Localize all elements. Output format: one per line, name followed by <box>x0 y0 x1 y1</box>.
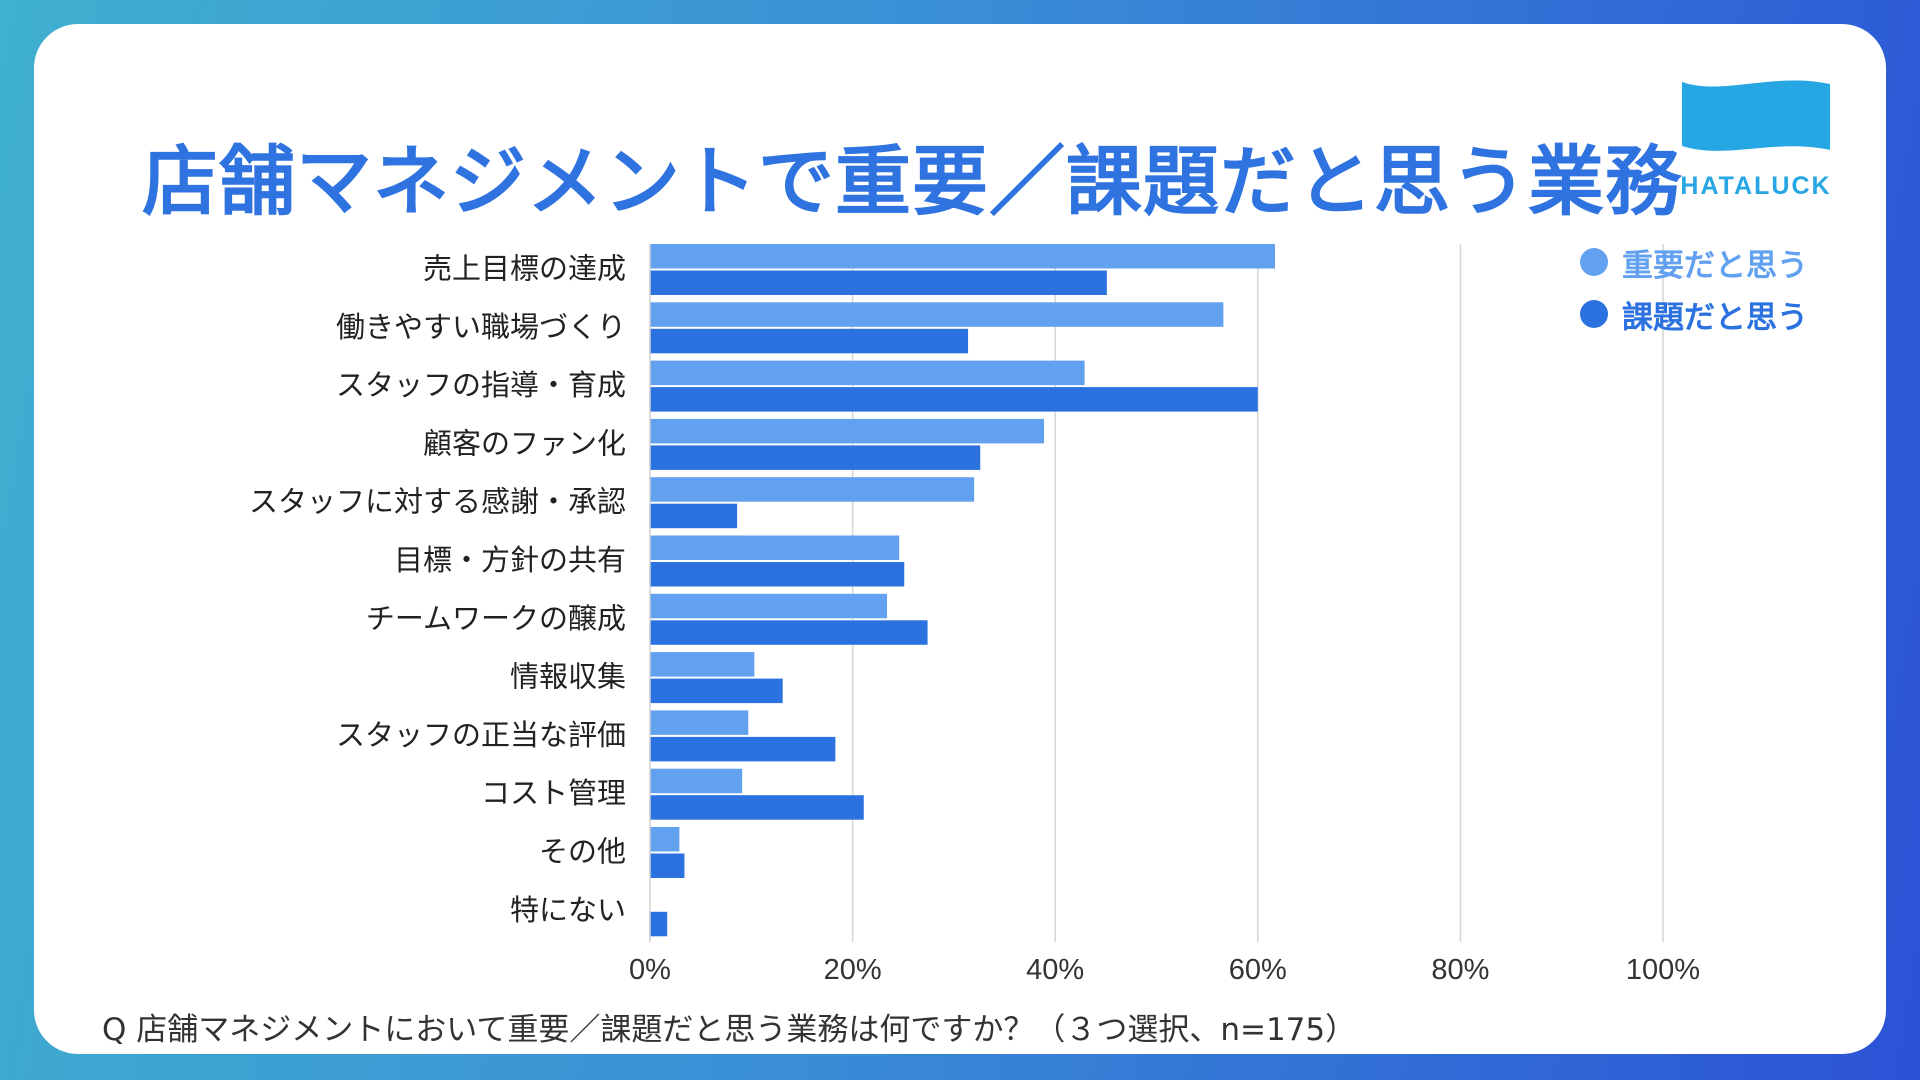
hataluck-logo: HATALUCK <box>1676 76 1836 200</box>
bar-important <box>650 593 888 619</box>
category-label: 目標・方針の共有 <box>394 543 626 577</box>
bar-issue <box>650 620 928 645</box>
survey-question-footnote: Q 店舗マネジメントにおいて重要／課題だと思う業務は何ですか？（３つ選択、n=1… <box>102 1012 1357 1048</box>
category-label: スタッフに対する感謝・承認 <box>249 485 626 519</box>
bar-important <box>650 302 1224 327</box>
page-title: 店舗マネジメントで重要／課題だと思う業務 <box>142 137 1682 226</box>
category-label: 特にない <box>510 893 626 927</box>
logo-text: HATALUCK <box>1680 172 1832 200</box>
bar-important <box>650 827 680 852</box>
bar-issue <box>650 503 738 529</box>
bar-issue <box>650 328 969 354</box>
x-tick-label: 100% <box>1626 954 1700 986</box>
bar-issue <box>650 678 783 704</box>
bar-important <box>650 418 1045 444</box>
category-label: スタッフの指導・育成 <box>336 368 626 402</box>
chart-card: 店舗マネジメントで重要／課題だと思う業務 HATALUCK 売上目標の達成働きや… <box>34 24 1886 1054</box>
bar-chart: 売上目標の達成働きやすい職場づくりスタッフの指導・育成顧客のファン化スタッフに対… <box>249 244 1700 986</box>
legend-item-issue: 課題だと思う <box>1580 294 1808 336</box>
bar-important <box>650 477 975 502</box>
x-tick-label: 20% <box>824 954 882 986</box>
bar-issue <box>650 562 905 587</box>
bar-important <box>650 244 1276 269</box>
bar-important <box>650 360 1085 386</box>
bar-issue <box>650 911 668 937</box>
bar-issue <box>650 736 836 762</box>
x-tick-label: 0% <box>629 954 671 986</box>
x-tick-label: 40% <box>1026 954 1084 986</box>
category-label: 働きやすい職場づくり <box>336 310 626 344</box>
legend: 重要だと思う 課題だと思う <box>1580 242 1808 346</box>
legend-label-issue: 課題だと思う <box>1622 299 1808 336</box>
category-label: 売上目標の達成 <box>423 252 626 286</box>
x-tick-label: 60% <box>1229 954 1287 986</box>
bar-issue <box>650 853 685 878</box>
circle-dot-icon <box>1580 248 1608 276</box>
bar-issue <box>650 387 1258 412</box>
bar-issue <box>650 445 981 470</box>
bar-issue <box>650 795 864 820</box>
circle-dot-icon <box>1580 300 1608 328</box>
bar-issue <box>650 270 1107 295</box>
category-label: 顧客のファン化 <box>423 426 626 460</box>
category-label: スタッフの正当な評価 <box>336 718 626 752</box>
logo-flag-icon <box>1682 80 1830 151</box>
bar-important <box>650 768 743 794</box>
legend-item-important: 重要だと思う <box>1580 242 1808 284</box>
category-label: その他 <box>539 835 626 869</box>
category-label: コスト管理 <box>481 776 626 810</box>
bar-important <box>650 535 900 560</box>
bar-important <box>650 710 749 735</box>
category-label: チームワークの醸成 <box>366 601 626 635</box>
legend-label-important: 重要だと思う <box>1622 247 1808 284</box>
x-tick-label: 80% <box>1431 954 1489 986</box>
bar-important <box>650 652 755 677</box>
category-label: 情報収集 <box>510 660 626 694</box>
